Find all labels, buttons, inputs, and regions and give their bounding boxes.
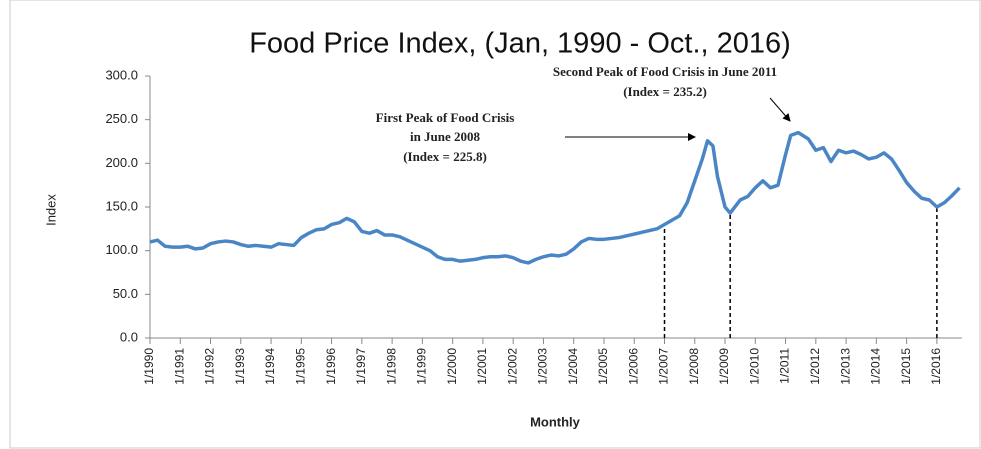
x-tick-label: 1/2005 bbox=[596, 348, 610, 385]
annotation: (Index = 225.8) bbox=[403, 149, 487, 164]
y-tick-label: 250.0 bbox=[105, 111, 138, 126]
x-tick-label: 1/2010 bbox=[747, 348, 761, 385]
annotation: First Peak of Food Crisis bbox=[376, 110, 515, 125]
x-tick-label: 1/1994 bbox=[263, 348, 277, 385]
y-tick-label: 300.0 bbox=[105, 67, 138, 82]
y-tick-label: 50.0 bbox=[113, 286, 138, 301]
x-tick-label: 1/1996 bbox=[324, 348, 338, 385]
x-tick-label: 1/2008 bbox=[687, 348, 701, 385]
x-tick-label: 1/2013 bbox=[838, 348, 852, 385]
chart-title: Food Price Index, (Jan, 1990 - Oct., 201… bbox=[249, 28, 791, 60]
x-tick-label: 1/2001 bbox=[475, 348, 489, 385]
x-tick-label: 1/2006 bbox=[626, 348, 640, 385]
y-tick-label: 0.0 bbox=[120, 329, 138, 344]
x-tick-label: 1/1992 bbox=[203, 348, 217, 385]
x-tick-label: 1/1995 bbox=[293, 348, 307, 385]
y-tick-label: 200.0 bbox=[105, 155, 138, 170]
arrow bbox=[769, 97, 791, 122]
x-tick-label: 1/2000 bbox=[445, 348, 459, 385]
data-line bbox=[149, 130, 961, 265]
x-tick-label: 1/2014 bbox=[869, 348, 883, 385]
x-tick-label: 1/1997 bbox=[354, 348, 368, 385]
x-tick-label: 1/2002 bbox=[505, 348, 519, 385]
x-tick-label: 1/2007 bbox=[657, 348, 671, 385]
x-tick-label: 1/2016 bbox=[929, 348, 943, 385]
y-tick-label: 150.0 bbox=[105, 198, 138, 213]
annotation: in June 2008 bbox=[410, 129, 481, 144]
frame bbox=[9, 0, 981, 449]
x-tick-label: 1/1999 bbox=[415, 348, 429, 385]
x-tick-label: 1/1990 bbox=[142, 348, 156, 385]
x-tick-label: 1/2003 bbox=[536, 348, 550, 385]
annotation: Second Peak of Food Crisis in June 2011 bbox=[553, 64, 777, 79]
y-axis-label: Index bbox=[43, 194, 58, 226]
x-tick-label: 1/2004 bbox=[566, 348, 580, 385]
x-tick-label: 1/1991 bbox=[172, 348, 186, 385]
x-tick-label: 1/2011 bbox=[778, 348, 792, 384]
x-axis-label: Monthly bbox=[530, 414, 581, 429]
y-tick-label: 100.0 bbox=[105, 242, 138, 257]
x-tick-label: 1/1993 bbox=[233, 348, 247, 385]
x-tick-label: 1/2012 bbox=[808, 348, 822, 385]
x-tick-label: 1/1998 bbox=[384, 348, 398, 385]
annotation: (Index = 235.2) bbox=[623, 84, 707, 99]
x-tick-label: 1/2015 bbox=[899, 348, 913, 385]
x-tick-label: 1/2009 bbox=[717, 348, 731, 385]
